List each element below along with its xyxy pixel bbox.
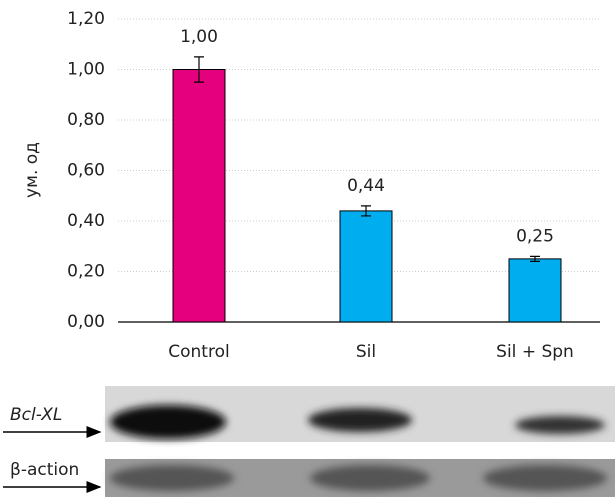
y-tick-label: 0,00	[67, 312, 105, 332]
y-axis-label: ум. од	[22, 142, 42, 198]
chart: ум. од 0,00 0,20 0,40 0,60 0,80 1,00 1,20 Contr…	[0, 0, 615, 497]
y-tick-label: 0,80	[67, 110, 105, 130]
value-label: 0,25	[516, 226, 554, 246]
x-tick-label: Control	[168, 342, 229, 362]
bar	[509, 259, 561, 322]
bar	[340, 211, 392, 322]
x-tick-label: Sil	[356, 342, 376, 362]
bar	[173, 70, 225, 323]
blot-bands	[110, 465, 607, 491]
y-tick-label: 0,60	[67, 161, 105, 181]
y-tick-label: 0,20	[67, 262, 105, 282]
y-tick-label: 1,20	[67, 9, 105, 29]
blot-label: β-action	[10, 460, 79, 480]
y-tick-label: 0,40	[67, 211, 105, 231]
x-tick-label: Sil + Spn	[496, 342, 574, 362]
value-label: 0,44	[347, 176, 385, 196]
value-label: 1,00	[180, 27, 218, 47]
blot-label: Bcl-XL	[10, 405, 62, 425]
y-tick-label: 1,00	[67, 60, 105, 80]
